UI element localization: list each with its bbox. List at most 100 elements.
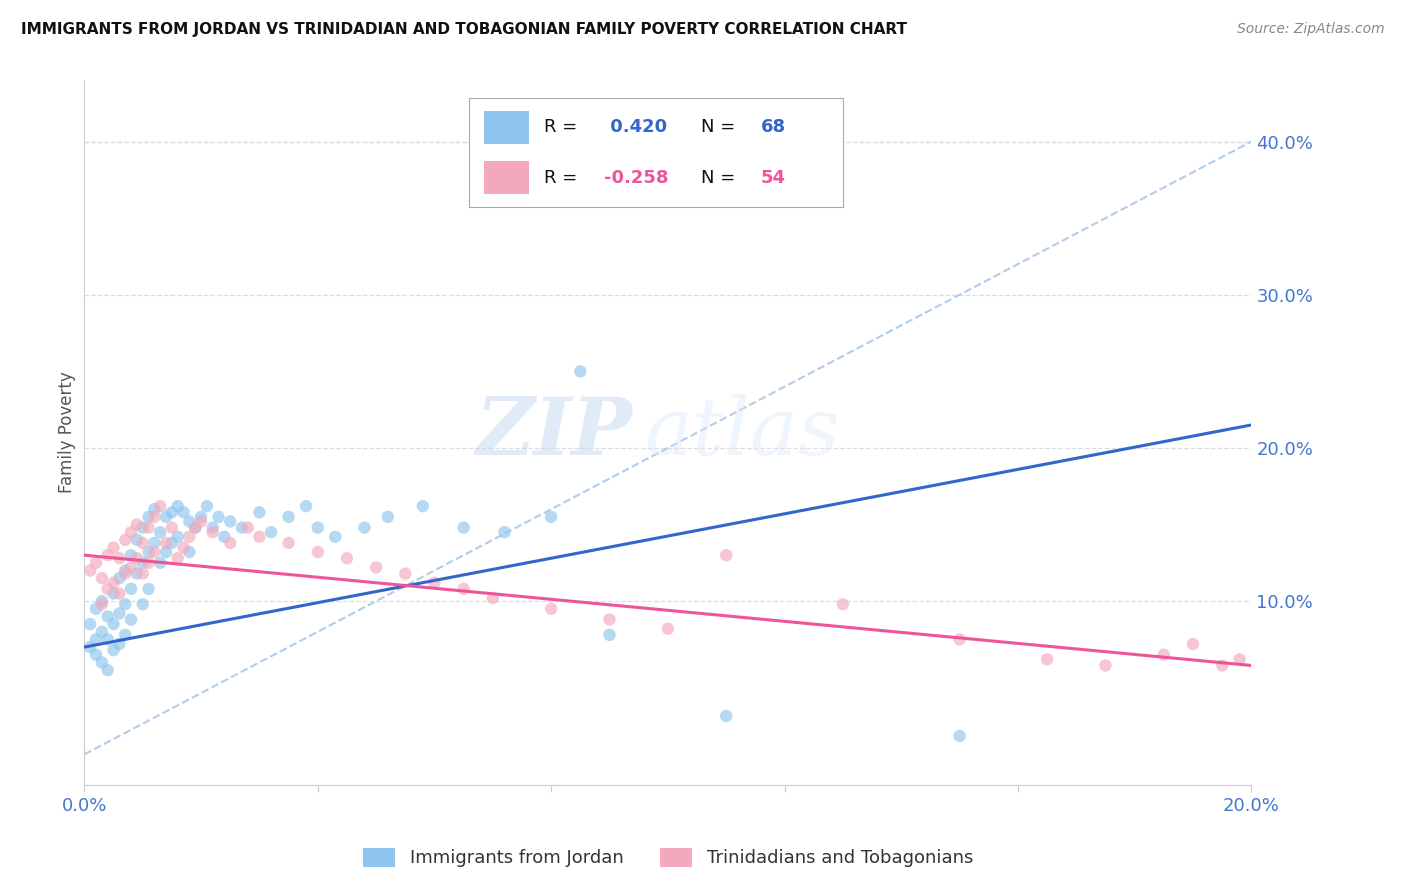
Point bbox=[120, 525, 142, 540]
Point bbox=[103, 575, 125, 590]
Point bbox=[166, 530, 188, 544]
Point bbox=[79, 617, 101, 632]
Point bbox=[394, 566, 416, 581]
Point bbox=[90, 571, 112, 585]
Point bbox=[948, 729, 970, 743]
Point bbox=[160, 520, 183, 534]
Point bbox=[125, 551, 148, 566]
Point bbox=[423, 575, 446, 590]
Point bbox=[219, 536, 242, 550]
Point bbox=[84, 632, 107, 647]
Text: atlas: atlas bbox=[644, 394, 839, 471]
Point bbox=[132, 566, 155, 581]
Point bbox=[714, 548, 737, 562]
Point bbox=[143, 502, 166, 516]
Point bbox=[90, 656, 112, 670]
Point bbox=[138, 556, 160, 570]
Point bbox=[201, 525, 224, 540]
Point bbox=[155, 509, 177, 524]
Point bbox=[832, 597, 855, 611]
Point bbox=[90, 594, 112, 608]
Point bbox=[84, 648, 107, 662]
Point bbox=[179, 545, 201, 559]
Point bbox=[114, 597, 136, 611]
Point bbox=[120, 613, 142, 627]
Point bbox=[453, 582, 475, 596]
Point bbox=[132, 520, 155, 534]
Point bbox=[184, 520, 207, 534]
Point bbox=[108, 637, 131, 651]
Point bbox=[97, 548, 120, 562]
Point bbox=[307, 520, 329, 534]
Point bbox=[173, 541, 195, 555]
Point bbox=[132, 597, 155, 611]
Point bbox=[184, 520, 207, 534]
Point bbox=[132, 536, 155, 550]
Point bbox=[540, 601, 562, 615]
Text: ZIP: ZIP bbox=[477, 394, 633, 471]
Point bbox=[114, 628, 136, 642]
Point bbox=[97, 582, 120, 596]
Point bbox=[1036, 652, 1059, 666]
Point bbox=[1153, 648, 1175, 662]
Point bbox=[173, 505, 195, 519]
Point bbox=[714, 709, 737, 723]
Point bbox=[201, 520, 224, 534]
Point bbox=[160, 505, 183, 519]
Point bbox=[160, 536, 183, 550]
Point bbox=[231, 520, 253, 534]
Point bbox=[948, 632, 970, 647]
Point bbox=[138, 509, 160, 524]
Point bbox=[214, 530, 236, 544]
Point bbox=[97, 632, 120, 647]
Point bbox=[166, 551, 188, 566]
Point bbox=[1229, 652, 1251, 666]
Point bbox=[108, 586, 131, 600]
Point bbox=[323, 530, 346, 544]
Point bbox=[540, 509, 562, 524]
Text: Source: ZipAtlas.com: Source: ZipAtlas.com bbox=[1237, 22, 1385, 37]
Point bbox=[143, 536, 166, 550]
Point bbox=[90, 597, 112, 611]
Point bbox=[599, 628, 621, 642]
Point bbox=[247, 505, 270, 519]
Point bbox=[569, 364, 592, 378]
Y-axis label: Family Poverty: Family Poverty bbox=[58, 372, 76, 493]
Point bbox=[103, 541, 125, 555]
Point bbox=[114, 533, 136, 547]
Point bbox=[79, 564, 101, 578]
Point bbox=[97, 663, 120, 677]
Point bbox=[84, 556, 107, 570]
Point bbox=[138, 582, 160, 596]
Point bbox=[108, 571, 131, 585]
Text: IMMIGRANTS FROM JORDAN VS TRINIDADIAN AND TOBAGONIAN FAMILY POVERTY CORRELATION : IMMIGRANTS FROM JORDAN VS TRINIDADIAN AN… bbox=[21, 22, 907, 37]
Point bbox=[84, 601, 107, 615]
Point bbox=[307, 545, 329, 559]
Point bbox=[494, 525, 516, 540]
Point bbox=[155, 545, 177, 559]
Point bbox=[277, 509, 299, 524]
Point bbox=[353, 520, 375, 534]
Point bbox=[260, 525, 283, 540]
Point bbox=[125, 533, 148, 547]
Point bbox=[1181, 637, 1204, 651]
Point bbox=[90, 624, 112, 639]
Point bbox=[103, 617, 125, 632]
Point bbox=[114, 564, 136, 578]
Legend: Immigrants from Jordan, Trinidadians and Tobagonians: Immigrants from Jordan, Trinidadians and… bbox=[356, 841, 980, 874]
Point bbox=[97, 609, 120, 624]
Point bbox=[103, 643, 125, 657]
Point bbox=[599, 613, 621, 627]
Point bbox=[143, 545, 166, 559]
Point bbox=[120, 582, 142, 596]
Point bbox=[481, 591, 505, 605]
Point bbox=[453, 520, 475, 534]
Point bbox=[179, 515, 201, 529]
Point bbox=[366, 560, 388, 574]
Point bbox=[190, 509, 212, 524]
Point bbox=[1211, 658, 1233, 673]
Point bbox=[412, 499, 434, 513]
Point bbox=[219, 515, 242, 529]
Point bbox=[179, 530, 201, 544]
Point bbox=[247, 530, 270, 544]
